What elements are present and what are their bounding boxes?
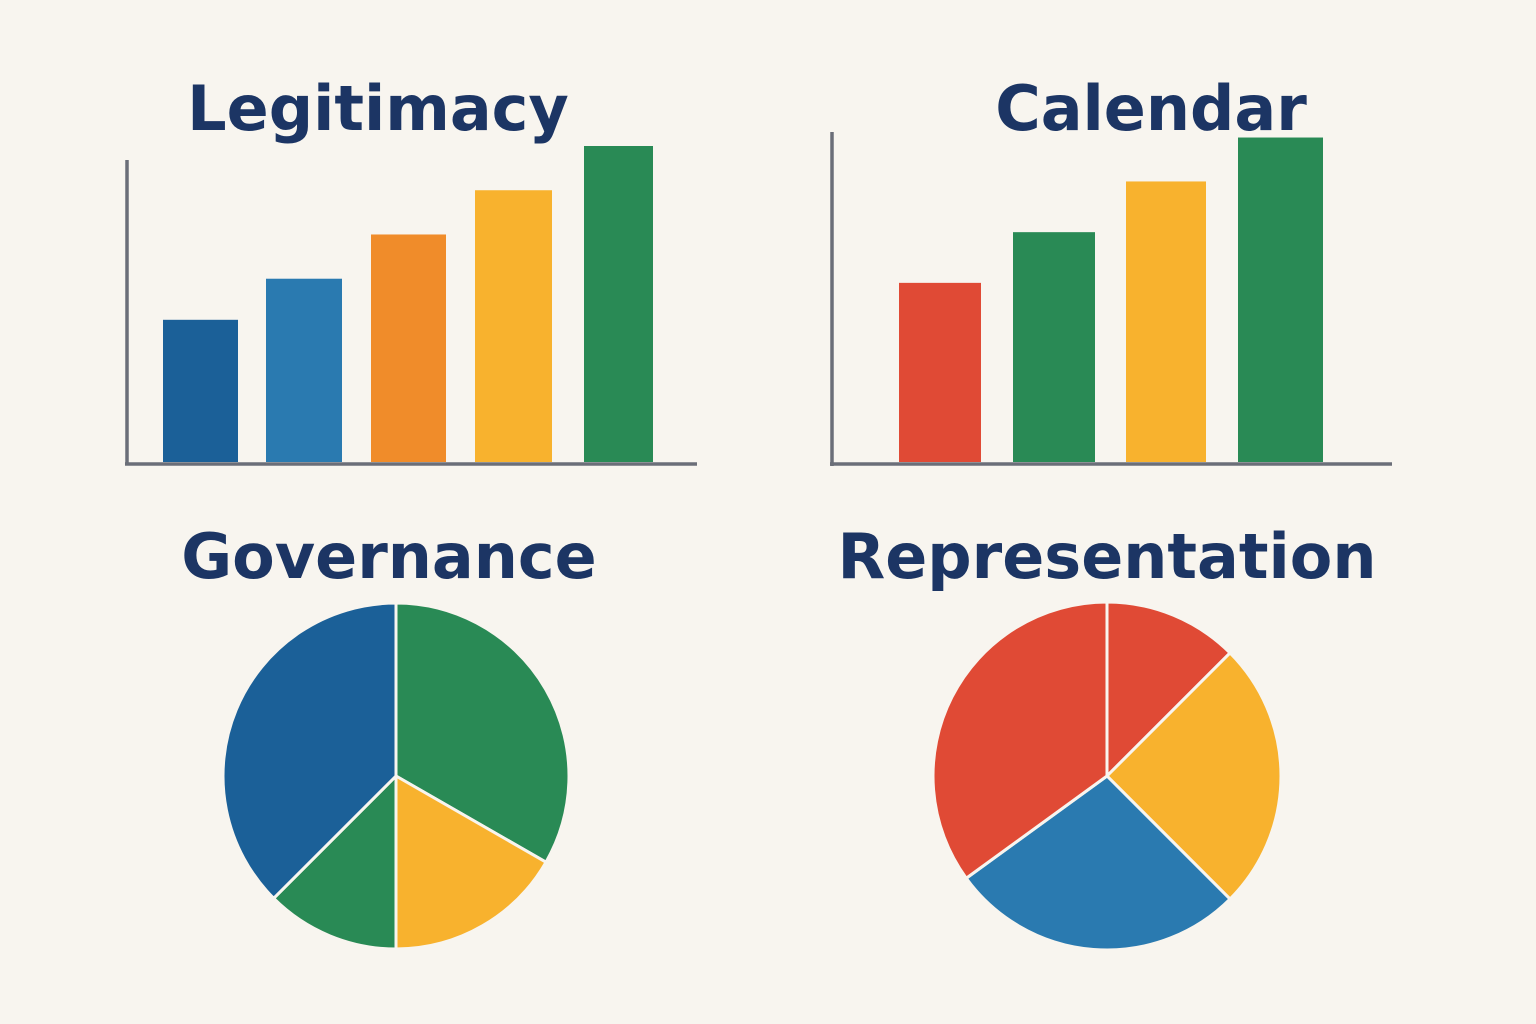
representation-slice-1 — [1105, 600, 1232, 778]
legitimacy-bar-1 — [163, 319, 238, 462]
legitimacy-bar-2 — [266, 278, 342, 462]
governance-slices — [221, 601, 571, 951]
legitimacy-chart-title: Legitimacy — [187, 72, 569, 145]
representation-chart-title: Representation — [838, 520, 1377, 593]
governance-chart-title: Governance — [181, 520, 596, 593]
representation-slice-3 — [964, 774, 1232, 952]
governance-pie-chart: Governance — [181, 520, 597, 951]
governance-slice-1 — [394, 601, 571, 864]
representation-pie-chart: Representation — [838, 520, 1377, 952]
representation-slice-4 — [931, 600, 1109, 880]
legitimacy-bar-4 — [475, 190, 552, 463]
calendar-bar-4 — [1238, 137, 1323, 462]
governance-slice-2 — [394, 774, 548, 951]
governance-slice-4 — [221, 601, 398, 900]
calendar-bars — [899, 137, 1323, 462]
legitimacy-bars — [163, 146, 653, 463]
calendar-bar-3 — [1126, 181, 1206, 462]
representation-slices — [931, 600, 1283, 952]
calendar-bar-1 — [899, 282, 981, 462]
governance-slice-3 — [272, 774, 398, 951]
calendar-chart-title: Calendar — [995, 72, 1307, 145]
legitimacy-bar-3 — [371, 234, 446, 462]
legitimacy-bar-chart: Legitimacy — [125, 72, 697, 466]
legitimacy-bar-5 — [584, 146, 653, 462]
calendar-bar-chart: Calendar — [830, 72, 1392, 466]
representation-slice-2 — [1105, 651, 1283, 901]
calendar-bar-2 — [1013, 232, 1095, 462]
